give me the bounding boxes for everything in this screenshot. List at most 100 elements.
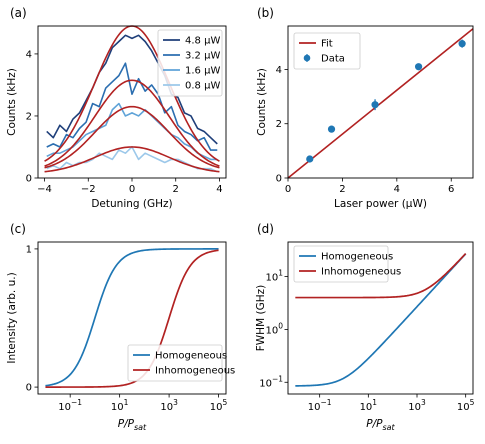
x-tick-label-exp: 5 — [470, 398, 475, 407]
x-tick-label-base: 10 — [210, 402, 223, 413]
data-line-series-1 — [46, 34, 218, 145]
x-tick-label-base: 10 — [160, 402, 173, 413]
x-axis-label-main: P/P — [366, 418, 383, 430]
x-axis-label: P/Psat — [366, 418, 395, 432]
x-tick-label-base: 10 — [408, 402, 421, 413]
data-line-series-2 — [46, 62, 218, 151]
x-tick-label: 10−1 — [58, 398, 82, 413]
legend-box — [293, 32, 361, 70]
legend-label: Fit — [321, 39, 333, 50]
y-tick-label-base: 10 — [265, 325, 278, 336]
y-tick-label: 101 — [265, 269, 283, 284]
x-tick-label-base: 10 — [308, 402, 321, 413]
y-tick-label: 2 — [26, 111, 32, 122]
x-tick-label-base: 10 — [360, 402, 373, 413]
y-axis-label: Counts (kHz) — [6, 68, 18, 136]
y-tick-label: 0 — [26, 174, 32, 185]
data-line-series-4 — [46, 146, 218, 173]
y-tick-label-exp: −1 — [272, 374, 283, 383]
legend-label: 4.8 μW — [185, 36, 220, 47]
legend-label: Homogeneous — [155, 351, 227, 362]
panel-label-b: (b) — [257, 6, 274, 20]
x-axis-label: Detuning (GHz) — [91, 198, 172, 210]
x-tick-label: 4 — [394, 184, 400, 195]
x-axis-label-main: P/P — [118, 418, 135, 430]
panel-label-a: (a) — [10, 6, 27, 20]
legend-box — [293, 245, 389, 283]
legend-marker — [303, 54, 311, 62]
x-tick-label-exp: 3 — [421, 398, 426, 407]
x-tick-label: 0 — [285, 184, 291, 195]
y-tick-label: 10−1 — [259, 374, 283, 389]
y-tick-label-base: 10 — [259, 378, 272, 389]
x-tick-label: 101 — [111, 398, 129, 413]
legend-label: 1.6 μW — [185, 66, 220, 77]
x-tick-label: −4 — [37, 184, 52, 195]
axes-frame — [287, 241, 474, 395]
x-tick-label: 101 — [360, 398, 378, 413]
y-tick-label: 0 — [276, 174, 282, 185]
homogeneous-curve — [45, 248, 219, 387]
x-axis-label: P/Psat — [118, 418, 147, 432]
x-tick-label-exp: 1 — [372, 398, 377, 407]
y-tick-label-exp: 1 — [278, 269, 283, 278]
y-tick-label: 100 — [265, 321, 283, 336]
data-line-series-3 — [46, 102, 218, 161]
chart-a: −4 −2 0 2 4 0 2 4 Detuning (GHz) Counts (kHz) 4.8 … — [6, 25, 227, 210]
legend-label: Inhomogeneous — [321, 267, 401, 278]
x-tick-label-base: 10 — [58, 402, 71, 413]
y-tick-label-base: 10 — [265, 273, 278, 284]
homogeneous-curve — [295, 253, 467, 387]
x-tick-label: 2 — [339, 184, 345, 195]
x-tick-label-exp: 3 — [173, 398, 178, 407]
y-axis-label: FWHM (GHz) — [255, 285, 267, 351]
y-tick-label: 2 — [276, 119, 282, 130]
x-tick-label: 6 — [448, 184, 454, 195]
fit-curve-3 — [44, 105, 220, 169]
x-tick-label-exp: −1 — [320, 398, 331, 407]
x-axis-label-sub: sat — [382, 423, 395, 432]
data-point — [306, 155, 314, 163]
y-axis-label: Intensity (arb. u.) — [6, 272, 18, 363]
panel-label-c: (c) — [10, 222, 26, 236]
x-tick-label-exp: 1 — [124, 398, 129, 407]
x-tick-label: 105 — [457, 398, 475, 413]
legend-box — [127, 344, 223, 382]
x-tick-label: 103 — [160, 398, 178, 413]
y-tick-label: 1 — [26, 244, 32, 255]
data-point — [371, 101, 379, 109]
legend-label: 0.8 μW — [185, 81, 220, 92]
inhomogeneous-curve — [295, 252, 467, 299]
x-tick-label: 2 — [173, 184, 179, 195]
panel-label-d: (d) — [257, 222, 274, 236]
x-axis-label-sub: sat — [134, 423, 147, 432]
legend-box — [157, 29, 223, 97]
inhomogeneous-curve — [45, 249, 219, 388]
legend-label: Homogeneous — [321, 252, 393, 263]
x-tick-label: 105 — [210, 398, 228, 413]
x-tick-label: 4 — [216, 184, 222, 195]
data-point — [414, 63, 423, 71]
x-tick-label-base: 10 — [111, 402, 124, 413]
legend-label: Data — [321, 54, 345, 65]
fit-line — [287, 28, 474, 179]
y-tick-label-exp: 0 — [278, 321, 283, 330]
fit-curve-4 — [44, 146, 220, 173]
y-tick-label: 4 — [276, 65, 282, 76]
axes-frame — [37, 241, 227, 395]
x-tick-label-exp: −1 — [71, 398, 82, 407]
data-point — [458, 40, 466, 48]
y-tick-label: 0 — [26, 383, 32, 394]
x-tick-label-base: 10 — [457, 402, 470, 413]
y-axis-label: Counts (kHz) — [256, 68, 268, 136]
x-tick-label-exp: 5 — [223, 398, 228, 407]
chart-b: 0 2 4 6 0 2 4 Laser power (μW) Counts (kHz) Fit Da… — [256, 25, 474, 210]
x-tick-label: 10−1 — [308, 398, 332, 413]
x-tick-label: 103 — [408, 398, 426, 413]
x-tick-label: −2 — [81, 184, 96, 195]
x-axis-label: Laser power (μW) — [334, 198, 427, 210]
data-point — [327, 125, 336, 133]
legend-label: 3.2 μW — [185, 51, 220, 62]
